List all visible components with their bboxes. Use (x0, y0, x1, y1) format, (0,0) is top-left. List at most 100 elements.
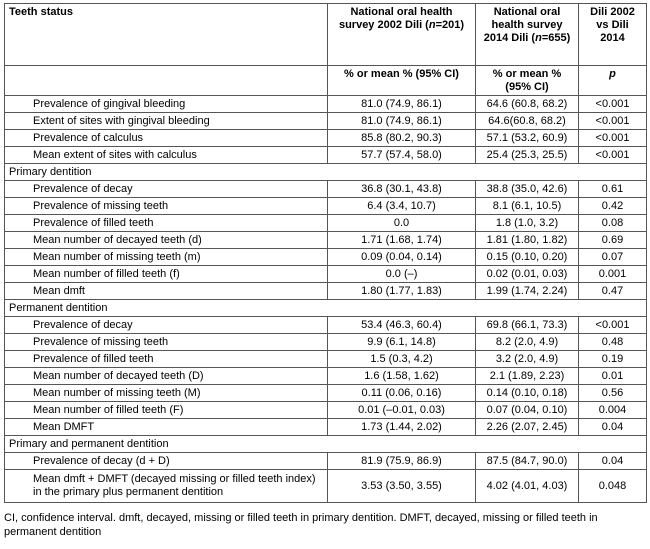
data-row: Mean dmft 1.80 (1.77, 1.83) 1.99 (1.74, 2.… (4, 282, 647, 300)
head-cell: Dili 2002 vs Dili 2014 (578, 3, 647, 66)
row-label: Prevalence of missing teeth (4, 333, 328, 351)
cell: 81.0 (74.9, 86.1) (327, 112, 476, 130)
header-text: p (609, 68, 616, 80)
row-label: Mean number of decayed teeth (d) (4, 231, 328, 249)
row-label: Mean number of decayed teeth (D) (4, 367, 328, 385)
cell: <0.001 (578, 146, 647, 164)
cell: 1.71 (1.68, 1.74) (327, 231, 476, 249)
row-label: Mean number of filled teeth (F) (4, 401, 328, 419)
cell: 0.07 (578, 248, 647, 266)
cell: 0.048 (578, 469, 647, 503)
cell: 81.9 (75.9, 86.9) (327, 452, 476, 470)
row-label: Prevalence of gingival bleeding (4, 95, 328, 113)
cell: <0.001 (578, 129, 647, 147)
cell: <0.001 (578, 112, 647, 130)
cell: 0.61 (578, 180, 647, 198)
row-label: Prevalence of decay (4, 180, 328, 198)
cell: 0.01 (–0.01, 0.03) (327, 401, 476, 419)
section-label: Primary dentition (4, 163, 647, 181)
cell: 0.69 (578, 231, 647, 249)
head-cell: National oral health survey 2014 Dili (n… (475, 3, 579, 66)
cell: 0.19 (578, 350, 647, 368)
cell: 0.47 (578, 282, 647, 300)
footnote: CI, confidence interval. dmft, decayed, … (4, 512, 598, 538)
cell: 0.09 (0.04, 0.14) (327, 248, 476, 266)
cell: 0.56 (578, 384, 647, 402)
data-row: Prevalence of decay 36.8 (30.1, 43.8) 38.8… (4, 180, 647, 198)
header-text: n (428, 19, 436, 31)
head-cell: Teeth status (4, 3, 328, 66)
cell: 1.6 (1.58, 1.62) (327, 367, 476, 385)
row-label: Mean number of missing teeth (M) (4, 384, 328, 402)
cell: 0.42 (578, 197, 647, 215)
row-label: Prevalence of filled teeth (4, 350, 328, 368)
cell: 1.73 (1.44, 2.02) (327, 418, 476, 436)
cell: 8.1 (6.1, 10.5) (475, 197, 579, 215)
data-row: Mean dmft + DMFT (decayed missing or fil… (4, 469, 647, 503)
cell: 25.4 (25.3, 25.5) (475, 146, 579, 164)
data-row: Mean number of missing teeth (m) 0.09 (0.… (4, 248, 647, 266)
cell: 1.8 (1.0, 3.2) (475, 214, 579, 232)
cell: 64.6(60.8, 68.2) (475, 112, 579, 130)
row-label: Prevalence of decay (d + D) (4, 452, 328, 470)
cell: 0.11 (0.06, 0.16) (327, 384, 476, 402)
row-label: Mean number of filled teeth (f) (4, 265, 328, 283)
cell: 2.1 (1.89, 2.23) (475, 367, 579, 385)
cell: 1.5 (0.3, 4.2) (327, 350, 476, 368)
data-row: Mean number of decayed teeth (d) 1.71 (1.… (4, 231, 647, 249)
cell: 87.5 (84.7, 90.0) (475, 452, 579, 470)
head-cell: National oral health survey 2002 Dili (n… (327, 3, 476, 66)
data-row: Prevalence of gingival bleeding 81.0 (74.… (4, 95, 647, 113)
cell: 3.2 (2.0, 4.9) (475, 350, 579, 368)
cell: 85.8 (80.2, 90.3) (327, 129, 476, 147)
section-row: Primary and permanent dentition (4, 435, 647, 453)
data-row: Mean number of filled teeth (f) 0.0 (–) 0.… (4, 265, 647, 283)
header-text: Teeth status (9, 6, 73, 18)
data-row: Mean number of missing teeth (M) 0.11 (0.… (4, 384, 647, 402)
cell: 0.04 (578, 418, 647, 436)
data-row: Prevalence of calculus 85.8 (80.2, 90.3) 5… (4, 129, 647, 147)
row-label: Mean dmft (4, 282, 328, 300)
cell: 0.0 (327, 214, 476, 232)
cell: 38.8 (35.0, 42.6) (475, 180, 579, 198)
data-row: Mean extent of sites with calculus 57.7 (… (4, 146, 647, 164)
header-text: =201) (435, 19, 465, 31)
cell: 1.81 (1.80, 1.82) (475, 231, 579, 249)
cell: 53.4 (46.3, 60.4) (327, 316, 476, 334)
sub-cell: p (578, 65, 647, 96)
cell: 0.0 (–) (327, 265, 476, 283)
row-label: Mean number of missing teeth (m) (4, 248, 328, 266)
cell: 1.80 (1.77, 1.83) (327, 282, 476, 300)
cell: 3.53 (3.50, 3.55) (327, 469, 476, 503)
row-label: Mean dmft + DMFT (decayed missing or fil… (4, 469, 328, 503)
cell: 0.08 (578, 214, 647, 232)
header-text: National oral health survey 2014 Dili ( (483, 6, 563, 44)
header-text: n (535, 32, 542, 44)
table-body: Teeth status National oral health survey … (4, 3, 647, 503)
cell: 0.07 (0.04, 0.10) (475, 401, 579, 419)
head-row: Teeth status National oral health survey … (4, 3, 647, 66)
cell: 57.7 (57.4, 58.0) (327, 146, 476, 164)
data-row: Prevalence of decay 53.4 (46.3, 60.4) 69.8… (4, 316, 647, 334)
section-row: Permanent dentition (4, 299, 647, 317)
data-row: Mean number of decayed teeth (D) 1.6 (1.5… (4, 367, 647, 385)
table: Teeth status National oral health survey … (4, 3, 647, 503)
data-row: Prevalence of filled teeth 0.0 1.8 (1.0, 3… (4, 214, 647, 232)
header-text: % or mean % (95% CI) (492, 68, 562, 93)
sub-row: % or mean % (95% CI) % or mean % (95% CI)… (4, 65, 647, 96)
row-label: Mean DMFT (4, 418, 328, 436)
cell: 57.1 (53.2, 60.9) (475, 129, 579, 147)
header-text: National oral health survey 2002 Dili ( (338, 6, 453, 31)
table-container: Teeth status National oral health survey … (4, 3, 647, 539)
cell: 64.6 (60.8, 68.2) (475, 95, 579, 113)
row-label: Prevalence of filled teeth (4, 214, 328, 232)
cell: 9.9 (6.1, 14.8) (327, 333, 476, 351)
cell: <0.001 (578, 95, 647, 113)
cell: 2.26 (2.07, 2.45) (475, 418, 579, 436)
header-text: Dili 2002 vs Dili 2014 (590, 6, 635, 44)
data-row: Extent of sites with gingival bleeding 81… (4, 112, 647, 130)
section-label: Primary and permanent dentition (4, 435, 647, 453)
cell: 0.04 (578, 452, 647, 470)
row-label: Prevalence of missing teeth (4, 197, 328, 215)
